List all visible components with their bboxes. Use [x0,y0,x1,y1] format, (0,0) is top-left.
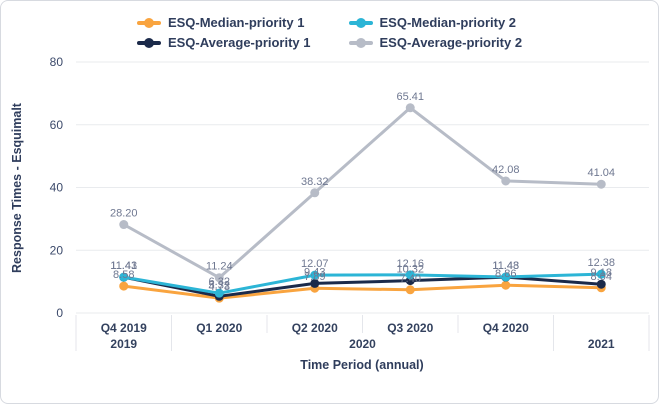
legend-item-esq-median-priority-1[interactable]: ESQ-Median-priority 1 [136,14,311,31]
series-line-ESQ-Median-priority 1 [122,283,603,300]
x-axis-year-label: 2020 [349,337,376,351]
data-label: 8.86 [495,268,516,280]
legend-label: ESQ-Average-priority 2 [379,35,523,50]
data-point-ESQ-Median-priority 2-Q2 2020[interactable] [310,270,320,280]
x-axis-year-label: 2021 [588,337,615,351]
data-labels: 28.20 11.24 38.32 65.41 42.08 41.04 8.58 4.73 7.… [110,91,615,293]
x-axis-quarter-label: Q4 2020 [483,321,529,335]
data-point-ESQ-Median-priority 2-2021[interactable] [596,269,606,279]
data-point-ESQ-Average-priority 2-Q4 2020[interactable] [501,176,511,186]
legend-item-esq-median-priority-2[interactable]: ESQ-Median-priority 2 [348,14,523,31]
data-label: 8.58 [113,269,134,281]
data-label: 41.04 [587,167,615,179]
legend-line-dot-icon [348,17,373,28]
data-point-ESQ-Average-priority 1-2021[interactable] [596,279,606,289]
data-label: 7.89 [304,271,325,283]
data-label: 42.08 [492,164,520,176]
y-axis-tick-label: 0 [56,306,63,320]
x-axis-year-label: 2019 [110,337,137,351]
y-axis-tick-label: 20 [50,243,64,257]
x-axis-quarter-label: Q3 2020 [387,321,433,335]
x-axis-quarter-label: Q1 2020 [196,321,242,335]
data-label: 11.43 [492,260,519,272]
data-point-ESQ-Median-priority 2-Q4 2019[interactable] [119,272,129,282]
data-point-ESQ-Median-priority 2-Q1 2020[interactable] [214,288,224,298]
data-point-ESQ-Median-priority 1-Q3 2020[interactable] [405,285,415,295]
x-axis-quarter-label: Q4 2019 [101,321,147,335]
series-line-ESQ-Median-priority 2 [122,272,603,295]
data-label: 5.32 [209,279,230,291]
data-label: 12.07 [301,258,329,270]
data-label: 11.41 [110,260,137,272]
data-point-ESQ-Average-priority 2-Q3 2020[interactable] [405,103,415,113]
data-label: 4.73 [209,281,230,293]
data-point-ESQ-Median-priority 2-Q4 2020[interactable] [501,272,511,282]
data-label: 9.18 [591,267,612,279]
line-chart-canvas: 28.20 11.24 38.32 65.41 42.08 41.04 8.58 4.73 7.… [10,55,650,372]
series-line-ESQ-Average-priority 2 [122,106,603,280]
x-axis-quarter-label: Q2 2020 [292,321,338,335]
data-point-ESQ-Average-priority 2-Q4 2019[interactable] [119,220,129,230]
data-label: 10.32 [396,264,424,276]
y-axis-tick-label: 80 [50,55,64,69]
y-axis-tick-label: 40 [50,181,64,195]
data-label: 8.04 [591,271,612,283]
legend-label: ESQ-Average-priority 1 [167,35,311,50]
legend-line-dot-icon [136,17,161,28]
data-label: 7.40 [400,273,421,285]
data-point-ESQ-Average-priority 1-Q2 2020[interactable] [310,278,320,288]
data-point-ESQ-Average-priority 2-Q1 2020[interactable] [214,273,224,283]
legend-label: ESQ-Median-priority 1 [167,15,305,30]
legend-label: ESQ-Median-priority 2 [379,15,517,30]
data-label: 12.16 [396,258,424,270]
data-label: 65.41 [396,91,424,103]
data-label: 6.32 [209,276,230,288]
data-label: 11.48 [492,260,519,272]
y-axis-title: Response Times - Esquimalt [10,102,24,273]
data-point-ESQ-Median-priority 1-Q4 2019[interactable] [119,281,129,291]
y-axis-tick-label: 60 [50,118,64,132]
legend-line-dot-icon [348,37,373,48]
data-label: 12.38 [587,257,615,269]
data-label: 11.43 [110,260,137,272]
series-line-ESQ-Average-priority 1 [122,275,603,298]
data-label: 9.43 [304,266,325,278]
legend-item-esq-average-priority-1[interactable]: ESQ-Average-priority 1 [136,34,311,51]
axis-dividers [75,315,650,351]
data-label: 38.32 [301,176,329,188]
x-axis-title: Time Period (annual) [300,358,423,372]
data-point-ESQ-Average-priority 2-2021[interactable] [596,179,606,189]
series-lines [119,103,606,303]
data-point-ESQ-Median-priority 2-Q3 2020[interactable] [405,270,415,280]
axis-labels: 0 20 40 60 80 Q4 2019 Q1 2020 Q2 2020 Q3 2020 Q4 … [50,55,615,351]
legend-item-esq-average-priority-2[interactable]: ESQ-Average-priority 2 [348,34,523,51]
legend-line-dot-icon [136,37,161,48]
data-label: 11.24 [206,261,233,273]
chart-legend: ESQ-Median-priority 1 ESQ-Median-priorit… [1,14,658,51]
data-label: 28.20 [110,208,138,220]
data-point-ESQ-Average-priority 2-Q2 2020[interactable] [310,188,320,198]
data-point-ESQ-Median-priority 1-Q4 2020[interactable] [501,280,511,290]
